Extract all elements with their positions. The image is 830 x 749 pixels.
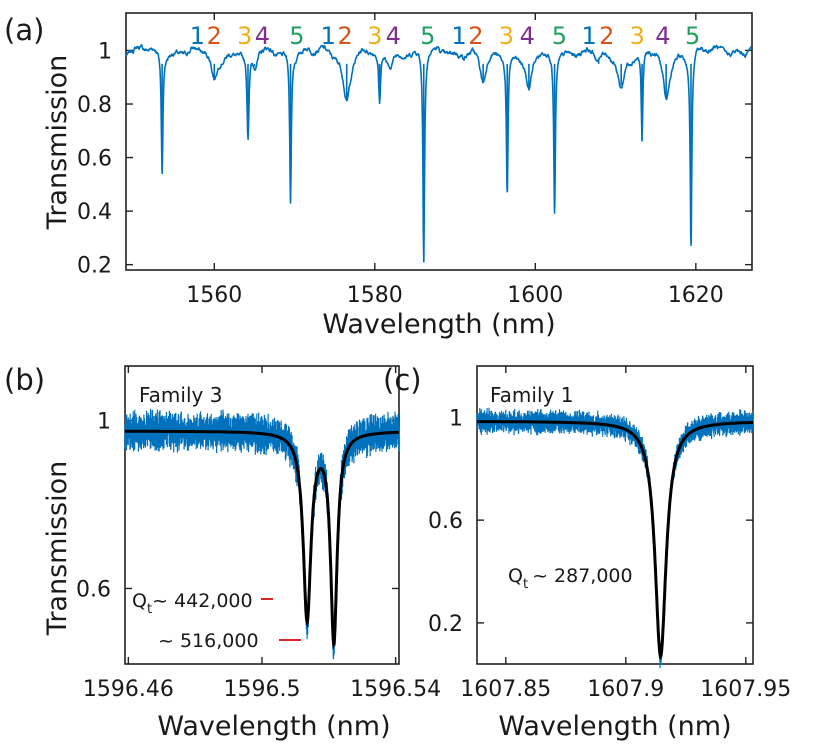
family-label-4: 4 [386, 22, 401, 50]
panel-b-fit-line [125, 429, 399, 651]
panel-c-ytick-label: 0.2 [428, 612, 463, 637]
family-label-3: 3 [630, 22, 645, 50]
family-label-2: 2 [207, 22, 222, 50]
panel-c-xlabel: Wavelength (nm) [498, 711, 731, 742]
panel-a-ticks: 1560 1580 1600 1620 0.2 0.4 0.6 0.8 1 [77, 13, 752, 308]
panel-a-xtick-label: 1620 [668, 283, 724, 308]
panel-a-frame [125, 12, 753, 271]
panel-c-ytick-label: 0.6 [428, 509, 463, 534]
family-label-1: 1 [321, 22, 336, 50]
panel-a-xtick-label: 1560 [186, 283, 242, 308]
panel-c-xtick-label: 1607.85 [460, 677, 551, 702]
panel-c-annotation-q: Qt ~ 287,000 [508, 565, 633, 592]
panel-a-xtick-label: 1580 [347, 283, 403, 308]
panel-c-ticks: 1607.85 1607.9 1607.95 0.2 0.6 1 [428, 366, 791, 702]
panel-c-xtick-label: 1607.95 [700, 677, 791, 702]
family-label-5: 5 [289, 22, 304, 50]
panel-b-annotation-q1: Qt~ 442,000 [132, 590, 253, 617]
panel-b-ticks: 1596.46 1596.5 1596.54 0.6 1 [76, 366, 441, 702]
family-label-2: 2 [337, 22, 352, 50]
panel-a-xtick-label: 1600 [507, 283, 563, 308]
panel-b-label: (b) [4, 363, 45, 397]
panel-a-series-line [125, 44, 753, 263]
panel-b-annotation-q2: ~ 516,000 [158, 630, 259, 652]
panel-a-ytick-label: 0.8 [77, 93, 112, 118]
panel-a-ylabel: Transmission [42, 55, 73, 230]
family-label-3: 3 [367, 22, 382, 50]
panel-c-ytick-label: 1 [449, 406, 463, 431]
panel-b-xtick-label: 1596.5 [224, 677, 301, 702]
family-label-5: 5 [685, 22, 700, 50]
panel-a-ytick-label: 0.6 [77, 147, 112, 172]
panel-c-data-band [476, 407, 754, 669]
family-label-4: 4 [255, 22, 270, 50]
family-label-3: 3 [499, 22, 514, 50]
family-label-5: 5 [552, 22, 567, 50]
panel-c-legend: Family 1 [490, 383, 573, 407]
panel-b-data-band [124, 408, 400, 660]
panel-c-label: (c) [383, 363, 422, 397]
panel-b-legend: Family 3 [139, 383, 222, 407]
panel-b-xtick-label: 1596.54 [350, 677, 441, 702]
panel-b: (b) 1596.46 1596.5 1596.54 0.6 1 Family 3 Qt… [4, 363, 441, 742]
panel-b-ytick-label: 0.6 [76, 577, 111, 602]
panel-a-xlabel: Wavelength (nm) [322, 309, 555, 340]
panel-c: (c) 1607.85 1607.9 1607.95 0.2 0.6 1 Family 1… [383, 363, 791, 742]
panel-b-frame [124, 365, 400, 665]
family-label-3: 3 [237, 22, 252, 50]
family-label-5: 5 [420, 22, 435, 50]
family-label-4: 4 [520, 22, 535, 50]
panel-a-ytick-label: 1 [98, 39, 112, 64]
panel-a-label: (a) [4, 13, 44, 47]
family-label-1: 1 [190, 22, 205, 50]
family-label-1: 1 [581, 22, 596, 50]
family-label-2: 2 [599, 22, 614, 50]
panel-a-ytick-label: 0.4 [77, 200, 112, 225]
family-label-2: 2 [468, 22, 483, 50]
panel-a-ytick-label: 0.2 [77, 254, 112, 279]
family-label-4: 4 [655, 22, 670, 50]
panel-b-xtick-label: 1596.46 [83, 677, 174, 702]
panel-c-frame [476, 365, 754, 665]
panel-c-xtick-label: 1607.9 [587, 677, 664, 702]
panel-b-ytick-label: 1 [97, 410, 111, 435]
panel-b-ylabel: Transmission [42, 461, 73, 636]
family-label-1: 1 [451, 22, 466, 50]
panel-c-fit-line [477, 420, 753, 660]
panel-b-xlabel: Wavelength (nm) [157, 711, 390, 742]
